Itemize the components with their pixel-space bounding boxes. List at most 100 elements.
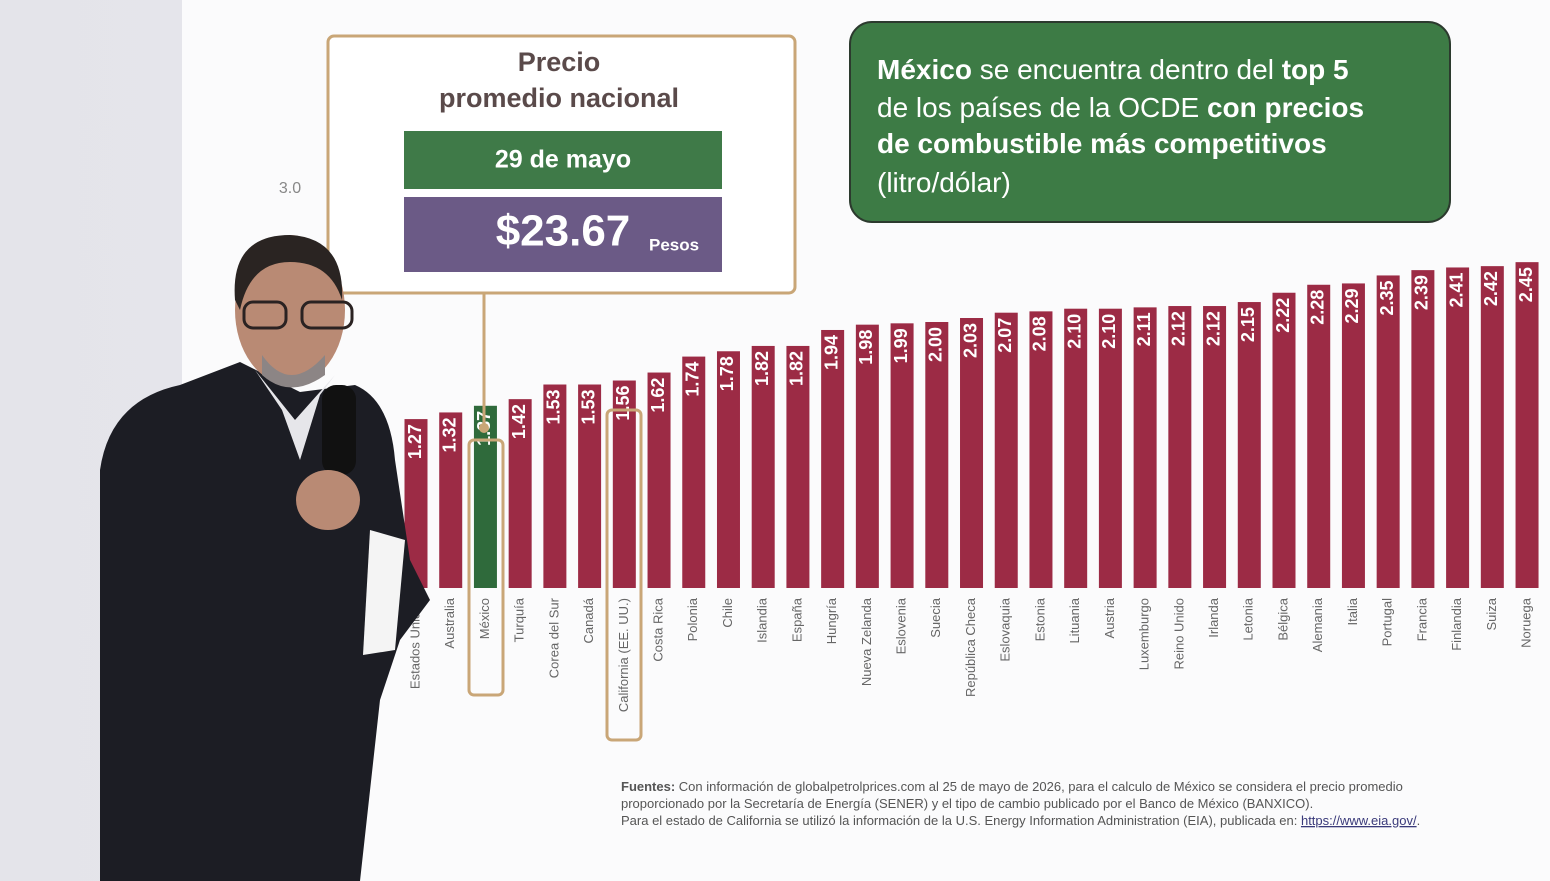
x-tick-label: Australia (442, 597, 457, 648)
headline-text: México se encuentra dentro del top 5 de l… (877, 54, 1364, 198)
y-tick-label: 3.0 (279, 180, 301, 197)
x-tick-label: Chile (720, 598, 735, 628)
callout-title: Precio (518, 47, 601, 77)
bar (1376, 275, 1400, 588)
x-tick-label: Lituania (1067, 597, 1082, 643)
value-label: 1.32 (439, 417, 459, 452)
hair (234, 235, 343, 310)
bar (855, 324, 879, 588)
x-tick-label: Hungría (824, 597, 839, 644)
source-segment: Fuentes: (621, 779, 675, 794)
source-segment: proporcionado por la Secretaría de Energ… (621, 796, 1313, 811)
value-label: 2.11 (1134, 312, 1154, 346)
headline-line: de los países de la OCDE con precios (877, 92, 1364, 123)
x-tick-label: Italia (1345, 597, 1360, 625)
value-label: 2.42 (1481, 271, 1501, 306)
headline-segment: México (877, 54, 972, 85)
value-label: 2.28 (1307, 290, 1327, 325)
x-tick-label: Alemania (1310, 597, 1325, 652)
bar (439, 412, 463, 588)
value-label: 1.82 (752, 351, 772, 386)
bar (1307, 284, 1331, 588)
headline-line: (litro/dólar) (877, 167, 1011, 198)
headline-segment: de los países de la OCDE (877, 92, 1207, 123)
bar (543, 384, 567, 588)
callout-title: promedio nacional (439, 83, 679, 113)
value-label: 2.35 (1377, 280, 1397, 315)
x-tick-label: Islandia (755, 597, 770, 643)
glasses (242, 300, 288, 330)
bar (647, 372, 671, 588)
price-band (404, 197, 722, 272)
value-label: 2.10 (1064, 314, 1084, 349)
source-line: Para el estado de California se utilizó … (621, 813, 1420, 828)
hand (296, 470, 360, 530)
bar (960, 318, 984, 588)
bar (682, 356, 706, 588)
bar (1029, 311, 1053, 588)
value-label: 1.27 (405, 424, 425, 459)
bar (508, 399, 532, 588)
value-label: 2.12 (1169, 311, 1189, 346)
source-line: Fuentes: Con información de globalpetrol… (621, 779, 1403, 794)
california-highlight (605, 408, 643, 742)
bar (404, 419, 428, 588)
value-label: 2.22 (1273, 298, 1293, 333)
value-label: 2.15 (1238, 307, 1258, 342)
headline-line: de combustible más competitivos (877, 128, 1327, 159)
value-label: 1.98 (856, 330, 876, 365)
value-label: 2.41 (1446, 272, 1466, 307)
value-label: 2.03 (960, 323, 980, 358)
bar (786, 345, 810, 588)
x-tick-label: Polonia (685, 597, 700, 641)
value-label: 1.74 (683, 362, 703, 397)
bar (1168, 306, 1192, 588)
value-label: 1.99 (891, 328, 911, 363)
source-link: https://www.eia.gov/ (1301, 813, 1417, 828)
value-label: 1.62 (648, 378, 668, 413)
headline-segment: top 5 (1282, 54, 1349, 85)
x-tick-label: Turquía (512, 597, 527, 642)
x-tick-label: Reino Unido (1171, 598, 1186, 670)
x-tick-label: Corea del Sur (546, 597, 561, 678)
bar (1133, 307, 1157, 588)
x-tick-label: Eslovenia (894, 597, 909, 654)
x-tick-label: Finlandia (1449, 597, 1464, 651)
bar (612, 380, 636, 588)
source-segment: Con información de globalpetrolprices.co… (675, 779, 1403, 794)
value-label: 2.39 (1412, 275, 1432, 310)
value-label: 2.07 (995, 318, 1015, 353)
x-tick-label: Nueva Zelanda (859, 597, 874, 686)
sources-text: Fuentes: Con información de globalpetrol… (621, 779, 1420, 828)
bar (1272, 292, 1296, 588)
x-tick-label: Austria (1102, 597, 1117, 638)
bar (578, 384, 602, 588)
x-tick-label: Bélgica (1275, 597, 1290, 640)
bar (1446, 267, 1470, 588)
headline-line: México se encuentra dentro del top 5 (877, 54, 1349, 85)
x-tick-label: Suecia (928, 597, 943, 638)
headline-segment: de combustible más competitivos (877, 128, 1327, 159)
headline-segment: (litro/dólar) (877, 167, 1011, 198)
value-label: 2.12 (1203, 311, 1223, 346)
speaker (100, 235, 430, 881)
headline-background (849, 21, 1451, 223)
value-label: 1.82 (787, 351, 807, 386)
x-tick-label: Irlanda (1206, 597, 1221, 638)
price-callout: Precio promedio nacional 29 de mayo $23.… (326, 34, 797, 433)
value-label: 2.10 (1099, 314, 1119, 349)
callout-date: 29 de mayo (495, 146, 631, 174)
value-label: 1.42 (509, 404, 529, 439)
value-label: 2.08 (1030, 316, 1050, 351)
bar (1515, 262, 1539, 588)
x-tick-label: California (EE. UU.) (616, 598, 631, 712)
x-tick-label: España (789, 597, 804, 642)
source-line: proporcionado por la Secretaría de Energ… (621, 796, 1313, 811)
bar (1237, 302, 1261, 588)
x-tick-label: Suiza (1484, 597, 1499, 630)
value-label: 1.53 (544, 390, 564, 425)
bar (1411, 270, 1435, 588)
